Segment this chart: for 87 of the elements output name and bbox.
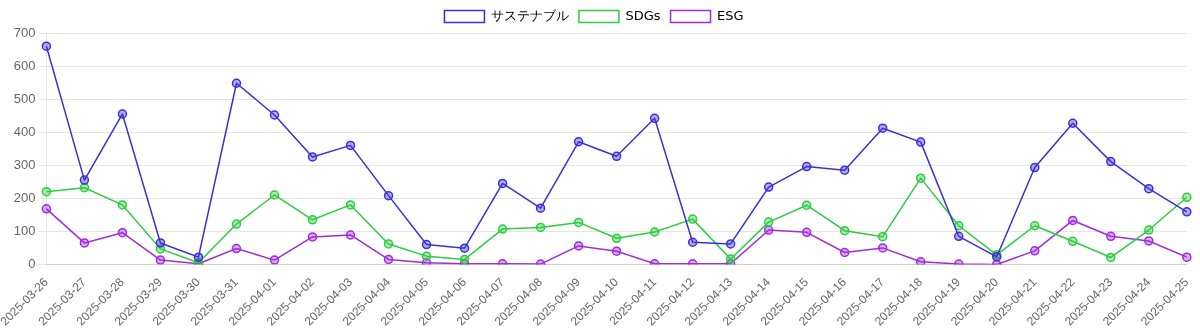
point [611, 151, 622, 162]
point [649, 113, 660, 124]
point [383, 190, 394, 201]
point [725, 239, 736, 249]
point [801, 200, 812, 210]
legend-label: サステナブル [490, 7, 569, 23]
point [1182, 192, 1192, 203]
point [915, 137, 926, 147]
y-tick-label: 600 [13, 57, 36, 73]
y-tick-label: 400 [13, 123, 36, 139]
point [611, 233, 622, 244]
point [763, 225, 774, 235]
point [915, 173, 926, 183]
point [877, 123, 888, 133]
point [41, 186, 52, 197]
point [573, 137, 584, 147]
point [915, 257, 926, 265]
point [573, 217, 584, 228]
point [79, 238, 90, 248]
point [231, 219, 242, 229]
point [307, 215, 318, 225]
point [79, 175, 90, 185]
point [687, 237, 698, 248]
point [459, 254, 470, 265]
point [1182, 207, 1192, 217]
legend-label: ESG [717, 7, 744, 23]
legend-label: SDGs [625, 7, 661, 23]
point [231, 78, 242, 88]
point [345, 230, 356, 240]
point [1106, 231, 1116, 242]
point [1182, 252, 1192, 262]
y-tick-label: 300 [13, 156, 36, 172]
point [1068, 236, 1078, 247]
point [725, 254, 736, 264]
point [839, 225, 850, 236]
point [345, 200, 356, 210]
point [1030, 220, 1040, 231]
point [1144, 225, 1154, 235]
point [877, 231, 888, 242]
point [877, 243, 888, 253]
point [459, 243, 470, 253]
y-tick-label: 700 [13, 24, 36, 40]
point [1144, 236, 1154, 246]
point [535, 203, 546, 213]
point [573, 241, 584, 251]
point [421, 239, 432, 250]
point [117, 109, 128, 119]
point [307, 232, 318, 242]
point [383, 254, 394, 265]
point [1030, 246, 1040, 256]
point [611, 246, 622, 256]
y-tick-label: 500 [13, 90, 36, 106]
y-tick-label: 100 [13, 222, 36, 238]
point [953, 231, 964, 242]
point [1068, 118, 1078, 128]
point [307, 152, 318, 162]
point [1144, 183, 1154, 194]
point [687, 214, 698, 224]
point [383, 239, 394, 249]
point [155, 238, 166, 248]
point [155, 255, 166, 265]
point [763, 182, 774, 192]
point [41, 204, 52, 214]
point [535, 222, 546, 233]
point [1068, 215, 1078, 226]
point [649, 227, 660, 237]
y-tick-label: 200 [13, 189, 36, 205]
point [497, 224, 508, 234]
point [231, 243, 242, 254]
point [117, 227, 128, 238]
point [345, 140, 356, 151]
point [269, 255, 280, 265]
point [839, 247, 850, 258]
point [117, 200, 128, 210]
y-tick-label: 0 [28, 255, 36, 271]
point [1106, 156, 1116, 167]
point [41, 41, 52, 51]
point [1106, 252, 1116, 263]
point [763, 217, 774, 227]
point [269, 110, 280, 120]
point [269, 190, 280, 200]
point [1030, 162, 1040, 173]
point [497, 178, 508, 189]
point [839, 165, 850, 175]
point [801, 227, 812, 238]
point [421, 251, 432, 261]
point [801, 161, 812, 172]
